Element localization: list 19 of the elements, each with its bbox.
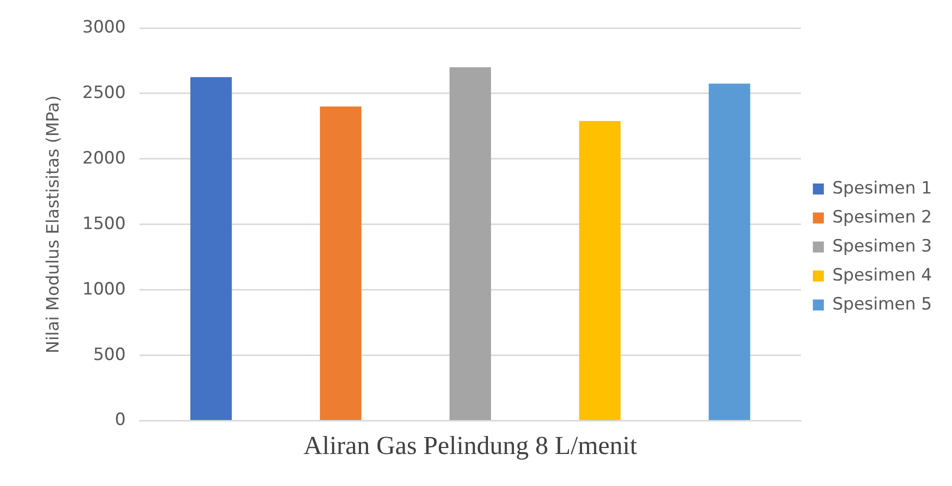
- legend-label: Spesimen 4: [832, 265, 932, 286]
- y-tick-label: 2500: [82, 82, 126, 103]
- y-axis-title: Nilai Modulus Elastisitas (MPa): [44, 95, 64, 354]
- bar: [190, 77, 232, 420]
- y-tick-label: 3000: [82, 17, 126, 38]
- y-tick-label: 2000: [82, 148, 126, 168]
- legend-label: Spesimen 1: [832, 178, 932, 198]
- legend-label: Spesimen 2: [832, 207, 932, 228]
- legend-label: Spesimen 5: [832, 294, 932, 314]
- y-tick-label: 1000: [82, 279, 126, 300]
- bar: [320, 106, 362, 420]
- y-tick-label: 1500: [82, 214, 126, 234]
- bar: [579, 120, 621, 420]
- x-tick-label: Aliran Gas Pelindung 8 L/menit: [303, 431, 638, 460]
- legend-label: Spesimen 3: [832, 236, 932, 256]
- y-tick-label: 0: [114, 410, 126, 430]
- bar: [708, 84, 750, 420]
- y-tick-label: 500: [93, 344, 126, 365]
- bar: [450, 67, 491, 420]
